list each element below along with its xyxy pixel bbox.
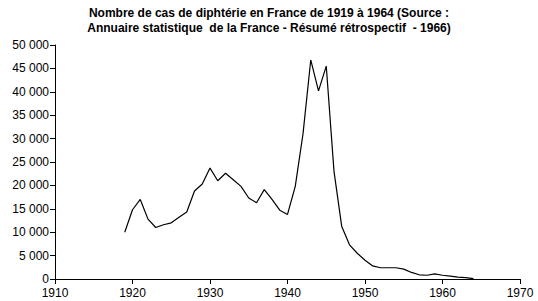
svg-text:0: 0 bbox=[42, 272, 49, 286]
svg-text:20 000: 20 000 bbox=[12, 178, 49, 192]
svg-text:30 000: 30 000 bbox=[12, 132, 49, 146]
svg-text:25 000: 25 000 bbox=[12, 155, 49, 169]
svg-text:5 000: 5 000 bbox=[19, 249, 49, 263]
svg-text:45 000: 45 000 bbox=[12, 61, 49, 75]
svg-text:10 000: 10 000 bbox=[12, 225, 49, 239]
svg-text:15 000: 15 000 bbox=[12, 202, 49, 216]
svg-text:1920: 1920 bbox=[119, 286, 146, 300]
svg-text:1940: 1940 bbox=[274, 286, 301, 300]
svg-text:1930: 1930 bbox=[197, 286, 224, 300]
svg-text:Annuaire statistique de la Fr: Annuaire statistique de la France - Résu… bbox=[87, 21, 450, 35]
svg-text:35 000: 35 000 bbox=[12, 108, 49, 122]
svg-text:Nombre de cas de diphtérie en: Nombre de cas de diphtérie en France de … bbox=[89, 6, 449, 20]
svg-text:1970: 1970 bbox=[507, 286, 534, 300]
svg-text:1950: 1950 bbox=[352, 286, 379, 300]
svg-text:50 000: 50 000 bbox=[12, 38, 49, 52]
svg-text:1910: 1910 bbox=[42, 286, 69, 300]
svg-text:40 000: 40 000 bbox=[12, 85, 49, 99]
svg-text:1960: 1960 bbox=[429, 286, 456, 300]
